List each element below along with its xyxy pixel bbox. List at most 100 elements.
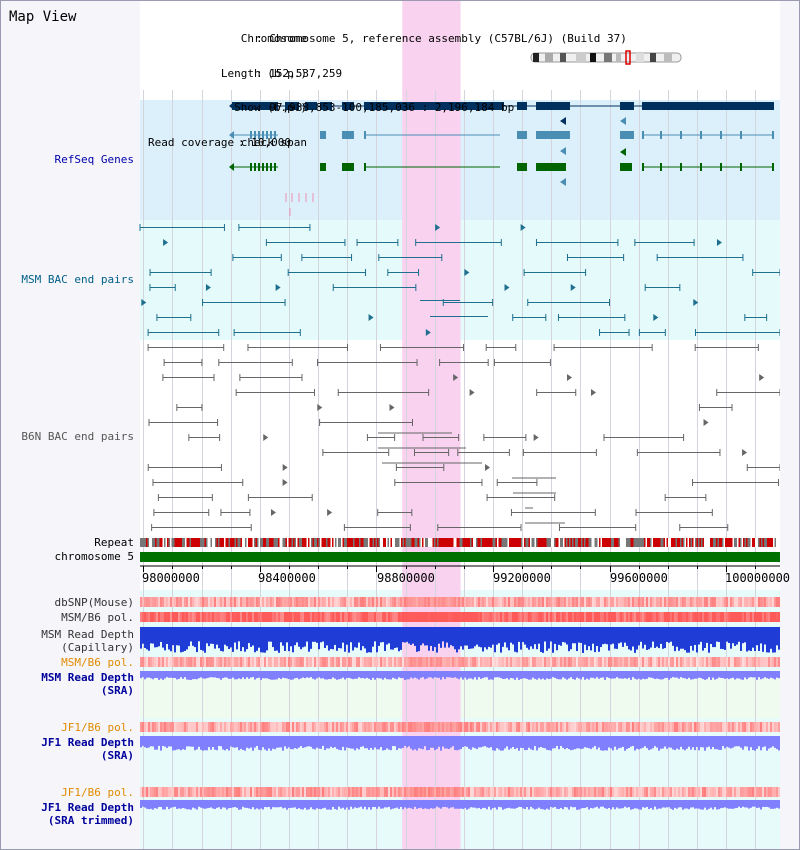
read-depth-bin xyxy=(634,671,636,679)
repeat-element xyxy=(551,538,553,547)
polymorphism-bin xyxy=(326,787,328,797)
polymorphism-bin xyxy=(716,657,718,667)
read-depth-bin xyxy=(300,671,302,679)
repeat-element xyxy=(147,538,149,547)
repeat-element xyxy=(684,538,686,547)
read-depth-bin xyxy=(220,736,222,747)
polymorphism-bin xyxy=(254,597,256,607)
polymorphism-bin xyxy=(454,657,456,667)
polymorphism-bin xyxy=(644,597,646,607)
read-depth-bin xyxy=(732,800,734,809)
polymorphism-bin xyxy=(296,787,298,797)
read-depth-bin xyxy=(270,627,272,642)
read-depth-bin xyxy=(240,736,242,749)
read-depth-bin xyxy=(354,671,356,679)
polymorphism-bin xyxy=(480,722,482,732)
read-depth-bin xyxy=(248,627,250,644)
polymorphism-bin xyxy=(388,597,390,607)
track-label-b6n-bac[interactable]: B6N BAC end pairs xyxy=(21,430,134,443)
read-depth-bin xyxy=(630,671,632,680)
read-depth-bin xyxy=(328,736,330,749)
read-depth-bin xyxy=(270,800,272,810)
polymorphism-bin xyxy=(316,722,318,732)
polymorphism-bin xyxy=(690,657,692,667)
read-depth-bin xyxy=(398,736,400,749)
polymorphism-bin xyxy=(540,787,542,797)
repeat-element xyxy=(504,538,506,547)
polymorphism-bin xyxy=(172,657,174,667)
msm-depth-capillary-track xyxy=(140,627,780,653)
polymorphism-bin xyxy=(672,722,674,732)
read-depth-bin xyxy=(612,800,614,808)
polymorphism-bin xyxy=(588,612,590,622)
read-depth-bin xyxy=(530,736,532,750)
read-depth-bin xyxy=(174,627,176,653)
polymorphism-bin xyxy=(580,657,582,667)
read-depth-bin xyxy=(196,736,198,750)
polymorphism-bin xyxy=(740,787,742,797)
read-depth-bin xyxy=(512,627,514,645)
polymorphism-bin xyxy=(382,657,384,667)
polymorphism-bin xyxy=(372,597,374,607)
read-depth-bin xyxy=(600,671,602,678)
polymorphism-bin xyxy=(506,657,508,667)
read-depth-bin xyxy=(566,800,568,808)
read-depth-bin xyxy=(722,800,724,808)
read-depth-bin xyxy=(496,671,498,678)
polymorphism-bin xyxy=(760,657,762,667)
polymorphism-bin xyxy=(230,597,232,607)
polymorphism-bin xyxy=(712,722,714,732)
read-depth-bin xyxy=(334,800,336,809)
polymorphism-bin xyxy=(310,657,312,667)
polymorphism-bin xyxy=(526,612,528,622)
read-depth-bin xyxy=(210,627,212,644)
polymorphism-bin xyxy=(222,787,224,797)
repeat-element xyxy=(726,538,728,547)
polymorphism-bin xyxy=(424,722,426,732)
polymorphism-bin xyxy=(754,597,756,607)
polymorphism-bin xyxy=(168,657,170,667)
read-depth-bin xyxy=(278,736,280,748)
read-depth-bin xyxy=(368,800,370,808)
read-depth-bin xyxy=(374,627,376,642)
read-depth-bin xyxy=(296,736,298,749)
polymorphism-bin xyxy=(688,597,690,607)
polymorphism-bin xyxy=(744,612,746,622)
polymorphism-bin xyxy=(740,657,742,667)
read-depth-bin xyxy=(200,800,202,808)
polymorphism-bin xyxy=(560,787,562,797)
polymorphism-bin xyxy=(140,657,142,667)
repeat-element xyxy=(648,538,650,547)
repeat-element xyxy=(317,538,319,547)
polymorphism-bin xyxy=(336,597,338,607)
polymorphism-bin xyxy=(712,597,714,607)
polymorphism-bin xyxy=(712,612,714,622)
read-depth-bin xyxy=(282,671,284,678)
repeat-element xyxy=(507,538,509,547)
polymorphism-bin xyxy=(322,612,324,622)
read-depth-bin xyxy=(448,671,450,678)
polymorphism-bin xyxy=(392,612,394,622)
read-depth-bin xyxy=(758,736,760,747)
polymorphism-bin xyxy=(696,612,698,622)
track-label-msm-bac[interactable]: MSM BAC end pairs xyxy=(21,273,134,286)
gene-exon xyxy=(342,163,354,171)
polymorphism-bin xyxy=(558,657,560,667)
repeat-element xyxy=(284,538,286,547)
read-depth-bin xyxy=(568,671,570,679)
polymorphism-bin xyxy=(210,597,212,607)
repeat-element xyxy=(579,538,581,547)
read-depth-bin xyxy=(226,671,228,678)
read-depth-bin xyxy=(742,736,744,750)
polymorphism-bin xyxy=(532,787,534,797)
read-depth-bin xyxy=(520,627,522,650)
repeat-element xyxy=(524,538,526,547)
track-label-refseq[interactable]: RefSeq Genes xyxy=(54,153,134,166)
polymorphism-bin xyxy=(590,722,592,732)
polymorphism-bin xyxy=(760,722,762,732)
read-depth-bin xyxy=(486,627,488,650)
read-depth-bin xyxy=(344,800,346,810)
polymorphism-bin xyxy=(598,657,600,667)
